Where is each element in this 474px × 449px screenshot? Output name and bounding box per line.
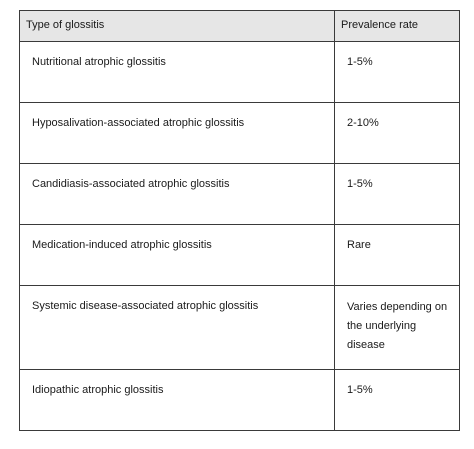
cell-rate: Rare <box>334 224 460 286</box>
table-row: Medication-induced atrophic glossitis Ra… <box>19 224 460 286</box>
cell-type: Systemic disease-associated atrophic glo… <box>19 285 335 370</box>
glossitis-prevalence-table: Type of glossitis Prevalence rate Nutrit… <box>19 10 460 431</box>
cell-type: Idiopathic atrophic glossitis <box>19 369 335 431</box>
cell-rate-line: disease <box>347 339 385 351</box>
table-row: Nutritional atrophic glossitis 1-5% <box>19 41 460 103</box>
table-header-row: Type of glossitis Prevalence rate <box>19 10 460 42</box>
cell-type: Candidiasis-associated atrophic glossiti… <box>19 163 335 225</box>
cell-rate: 1-5% <box>334 163 460 225</box>
table-row: Systemic disease-associated atrophic glo… <box>19 285 460 370</box>
table-row: Idiopathic atrophic glossitis 1-5% <box>19 369 460 431</box>
cell-rate: Varies depending on the underlying disea… <box>334 285 460 370</box>
cell-type: Nutritional atrophic glossitis <box>19 41 335 103</box>
table-row: Hyposalivation-associated atrophic gloss… <box>19 102 460 164</box>
cell-rate: 1-5% <box>334 41 460 103</box>
cell-type: Medication-induced atrophic glossitis <box>19 224 335 286</box>
glossitis-table-container: Type of glossitis Prevalence rate Nutrit… <box>19 10 460 431</box>
header-type: Type of glossitis <box>19 10 335 42</box>
cell-rate: 1-5% <box>334 369 460 431</box>
cell-rate: 2-10% <box>334 102 460 164</box>
cell-rate-line: the underlying <box>347 320 417 332</box>
header-prevalence: Prevalence rate <box>334 10 460 42</box>
table-row: Candidiasis-associated atrophic glossiti… <box>19 163 460 225</box>
cell-rate-line: Varies depending on <box>347 301 448 313</box>
cell-type: Hyposalivation-associated atrophic gloss… <box>19 102 335 164</box>
